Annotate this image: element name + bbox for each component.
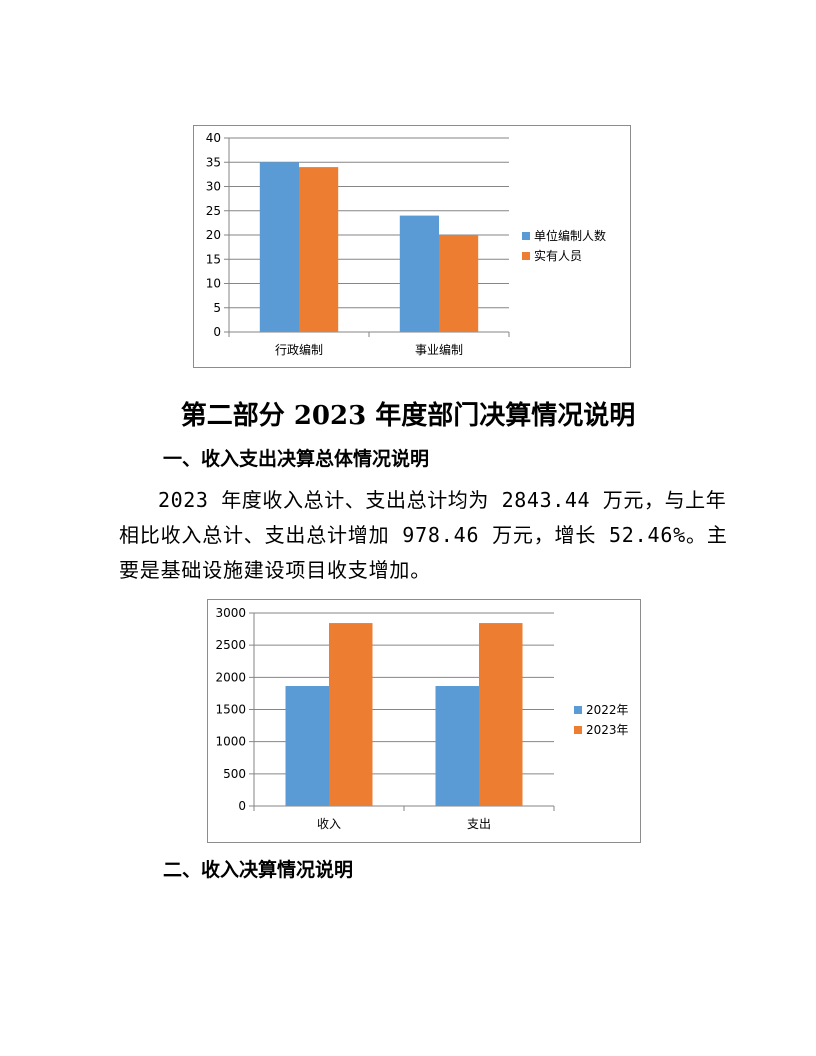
legend-swatch [522, 252, 530, 260]
y-tick-label: 5 [213, 301, 221, 315]
y-tick-label: 2000 [215, 670, 246, 684]
legend-swatch [574, 726, 582, 734]
legend-swatch [522, 232, 530, 240]
section-1-title: 一、收入支出决算总体情况说明 [163, 448, 430, 470]
y-tick-label: 25 [206, 204, 221, 218]
bar [259, 162, 299, 332]
y-tick-label: 1500 [215, 703, 246, 717]
y-tick-label: 20 [206, 228, 221, 242]
bar [285, 686, 329, 806]
x-category-label: 事业编制 [415, 342, 463, 357]
y-tick-label: 15 [206, 252, 221, 266]
y-tick-label: 35 [206, 155, 221, 169]
page-heading: 第二部分 2023 年度部门决算情况说明 [180, 401, 636, 431]
legend-label: 实有人员 [534, 248, 582, 263]
y-tick-label: 1000 [215, 735, 246, 749]
bar [329, 623, 373, 806]
y-tick-label: 2500 [215, 638, 246, 652]
bar [435, 686, 479, 806]
x-category-label: 支出 [467, 817, 491, 831]
y-tick-label: 30 [206, 180, 221, 194]
legend-swatch [574, 706, 582, 714]
x-category-label: 行政编制 [275, 342, 323, 357]
legend-label: 单位编制人数 [534, 228, 606, 243]
section-2-title: 二、收入决算情况说明 [163, 859, 354, 881]
legend-label: 2023年 [586, 723, 629, 737]
bar [299, 167, 339, 332]
legend-label: 2022年 [586, 703, 629, 717]
y-tick-label: 0 [238, 799, 246, 813]
x-category-label: 收入 [317, 817, 341, 831]
bar [399, 215, 439, 332]
paragraph-line: 2023 年度收入总计、支出总计均为 2843.44 万元，与上年 [158, 488, 727, 512]
y-tick-label: 40 [206, 131, 221, 145]
y-tick-label: 10 [206, 277, 221, 291]
paragraph-line: 要是基础设施建设项目收支增加。 [119, 558, 431, 582]
y-tick-label: 3000 [215, 606, 246, 620]
income-expense-bar-chart: 0 500 1000 1500 2000 2500 3000 收入 支出 2022年 2023年 [207, 599, 641, 843]
bar [479, 623, 523, 806]
income-expense-chart-svg: 0 500 1000 1500 2000 2500 3000 收入 支出 2022年 2023年 [215, 606, 629, 831]
staffing-bar-chart: 0 5 10 15 20 25 30 35 40 行政编制 事业编制 单位编制人数 实有人员 [193, 125, 631, 368]
paragraph-line: 相比收入总计、支出总计增加 978.46 万元，增长 52.46%。主 [119, 523, 728, 547]
y-tick-label: 0 [213, 325, 221, 339]
bar [439, 235, 479, 332]
y-tick-label: 500 [223, 767, 246, 781]
